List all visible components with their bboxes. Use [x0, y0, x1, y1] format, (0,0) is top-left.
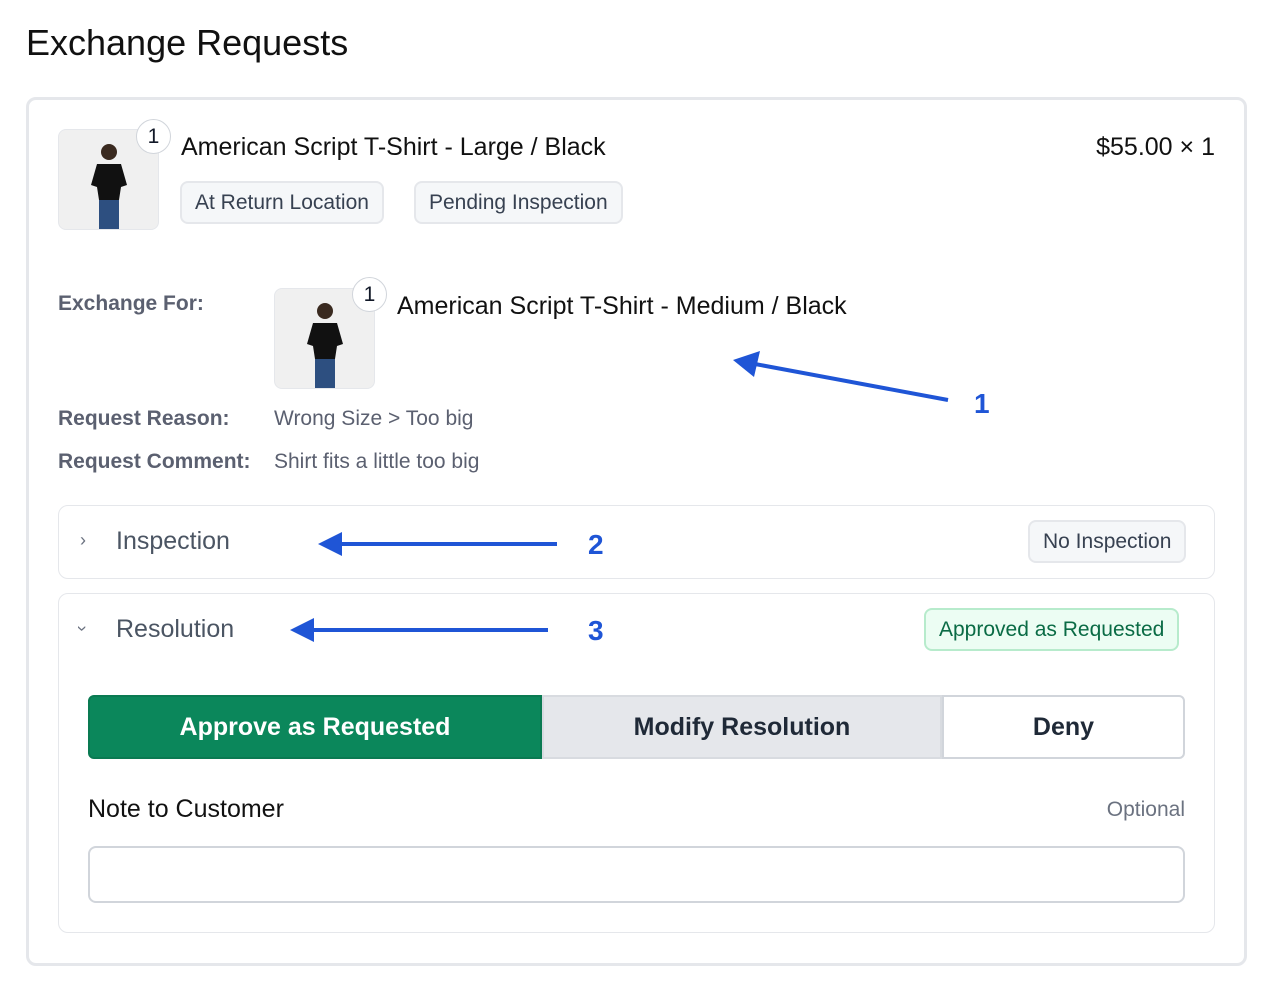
annotation-arrowhead-3 — [290, 618, 314, 642]
annotation-arrowhead-2 — [318, 532, 342, 556]
inspection-section[interactable] — [58, 505, 1215, 579]
optional-label: Optional — [1106, 798, 1185, 821]
item-price: $55.00 × 1 — [1096, 133, 1215, 161]
deny-button[interactable]: Deny — [942, 695, 1185, 759]
item-title: American Script T-Shirt - Large / Black — [181, 133, 606, 161]
approve-button[interactable]: Approve as Requested — [88, 695, 542, 759]
note-label: Note to Customer — [88, 795, 284, 823]
annotation-label-2: 2 — [588, 529, 604, 560]
resolution-section — [58, 593, 1215, 933]
request-comment-label: Request Comment: — [58, 450, 251, 473]
tshirt-model-image — [307, 303, 343, 388]
annotation-arrow-1 — [754, 362, 949, 402]
exchange-request-card — [26, 97, 1247, 966]
modify-resolution-button[interactable]: Modify Resolution — [542, 695, 942, 759]
resolution-title[interactable]: Resolution — [116, 615, 235, 643]
annotation-label-1: 1 — [974, 388, 990, 419]
status-badge-location: At Return Location — [180, 181, 384, 224]
inspection-title[interactable]: Inspection — [116, 527, 230, 555]
request-reason-label: Request Reason: — [58, 407, 230, 430]
tshirt-model-image — [91, 144, 127, 229]
annotation-arrowhead-1 — [733, 351, 760, 377]
page-title: Exchange Requests — [26, 22, 349, 63]
note-to-customer-input[interactable] — [88, 846, 1185, 903]
inspection-status-badge: No Inspection — [1028, 520, 1187, 563]
quantity-badge: 1 — [136, 119, 171, 154]
exchange-title: American Script T-Shirt - Medium / Black — [397, 292, 847, 320]
exchange-quantity-badge: 1 — [352, 277, 387, 312]
status-badge-inspection: Pending Inspection — [414, 181, 623, 224]
request-comment-value: Shirt fits a little too big — [274, 450, 480, 473]
request-reason-value: Wrong Size > Too big — [274, 407, 474, 430]
exchange-for-label: Exchange For: — [58, 292, 204, 315]
resolution-status-badge: Approved as Requested — [924, 608, 1180, 651]
annotation-label-3: 3 — [588, 615, 604, 646]
chevron-right-icon[interactable]: › — [80, 530, 86, 550]
